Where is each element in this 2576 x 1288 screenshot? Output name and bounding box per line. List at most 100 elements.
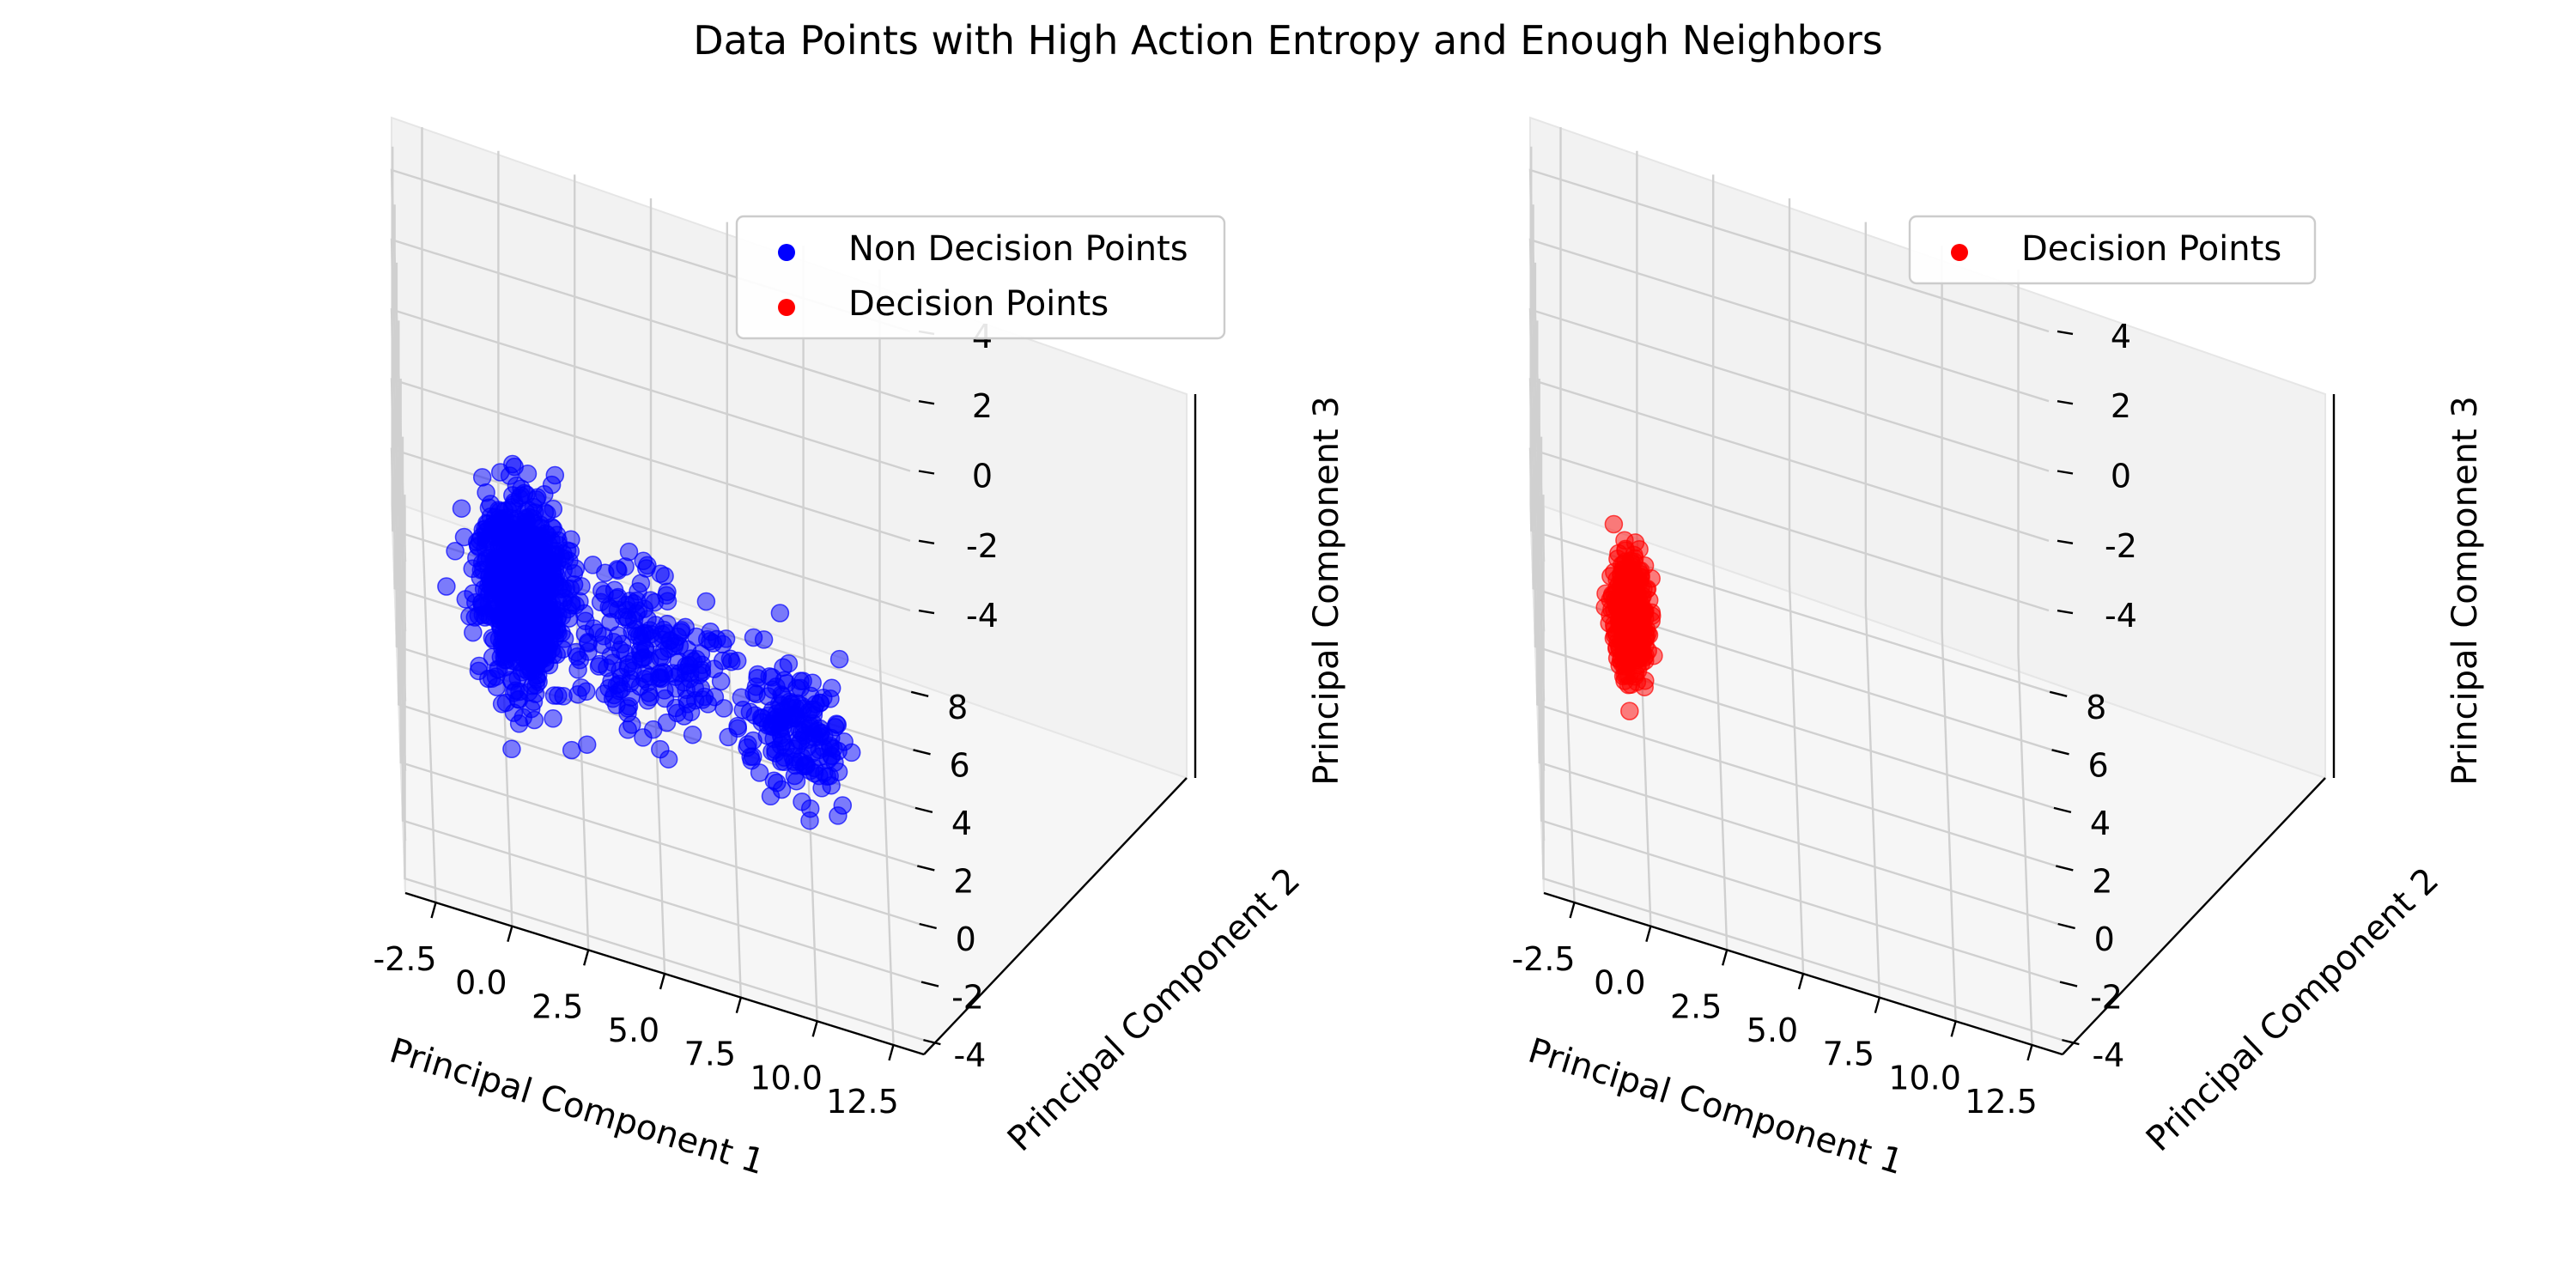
- data-point: [437, 577, 456, 596]
- data-point: [464, 623, 483, 642]
- data-point: [484, 597, 503, 617]
- y-tick-label: 6: [2087, 746, 2108, 784]
- y-tick: [2057, 922, 2075, 930]
- z-gridline: [390, 378, 911, 771]
- x-tick-label: 2.5: [532, 987, 583, 1025]
- x-tick: [811, 1020, 818, 1037]
- legend-frame: [1908, 215, 2317, 285]
- data-point: [1604, 514, 1624, 534]
- axes-panel-2: -2.5 0.0 2.5 5.0 7.5 10.012.5 -4 -2 0 2 4 6 8 -4 -2 0 2 4…: [1511, 116, 2485, 1182]
- legend-label: Non Decision Points: [848, 229, 1188, 269]
- data-point: [747, 684, 766, 704]
- y-axis-line: [2062, 777, 2326, 1055]
- data-point: [504, 630, 523, 650]
- x-tick: [1797, 973, 1805, 990]
- data-point: [460, 607, 479, 626]
- legend-frame: [735, 215, 1226, 340]
- data-point: [754, 630, 774, 649]
- z-tick-label: 4: [2111, 318, 2131, 355]
- data-point: [653, 647, 672, 667]
- data-point: [544, 500, 563, 519]
- data-point: [634, 551, 653, 571]
- y-tick-label: 0: [2094, 920, 2115, 958]
- data-point: [635, 648, 653, 667]
- y-tick-label: 8: [947, 689, 968, 726]
- data-point: [452, 499, 471, 518]
- y-axis-line: [923, 777, 1188, 1055]
- data-point: [778, 710, 798, 729]
- x-tick: [735, 997, 742, 1013]
- data-point: [505, 457, 524, 477]
- data-point: [741, 747, 760, 767]
- data-point: [618, 720, 637, 739]
- data-point: [618, 699, 637, 718]
- legend-marker: [778, 299, 795, 316]
- x-tick: [1722, 950, 1728, 966]
- scatter-points: [1595, 514, 1663, 720]
- data-point: [774, 658, 793, 677]
- y-tick: [920, 981, 939, 987]
- data-point: [578, 633, 598, 652]
- x-tick: [1569, 902, 1576, 919]
- z-tick: [2057, 539, 2074, 544]
- data-point: [519, 641, 538, 661]
- y-tick-label: 0: [956, 920, 976, 958]
- data-point: [677, 640, 697, 659]
- data-point: [683, 725, 702, 744]
- y-tick-label: 4: [951, 805, 972, 842]
- x-tick-label: 12.5: [1965, 1083, 2038, 1121]
- data-point: [631, 574, 651, 592]
- data-point: [492, 536, 512, 555]
- x-tick-label: 7.5: [684, 1036, 736, 1073]
- y-tick-label: -4: [953, 1036, 986, 1074]
- x-tick: [888, 1044, 895, 1061]
- z-tick: [2057, 330, 2074, 336]
- data-point: [544, 709, 562, 728]
- z-axis-label: Principal Component 3: [1307, 396, 1346, 786]
- data-point: [638, 691, 658, 710]
- y-tick: [2053, 806, 2072, 814]
- data-point: [483, 647, 502, 667]
- data-point: [507, 476, 526, 495]
- data-point: [506, 523, 525, 542]
- y-tick: [910, 690, 929, 697]
- data-point: [591, 592, 611, 612]
- data-point: [770, 604, 790, 623]
- data-point: [542, 475, 562, 495]
- y-tick: [914, 806, 933, 814]
- data-point: [570, 592, 589, 611]
- data-point: [486, 667, 506, 686]
- x-tick: [1645, 926, 1652, 943]
- x-tick-label: 0.0: [455, 964, 507, 1002]
- data-point: [758, 716, 778, 735]
- data-point: [577, 735, 597, 754]
- z-tick-label: 2: [972, 387, 993, 425]
- z-gridline: [390, 307, 911, 702]
- z-tick: [2057, 609, 2074, 615]
- axes-panel-1: -2.50.02.55.07.510.012.5-4-202468-4-2024…: [373, 116, 1346, 1182]
- data-point: [695, 687, 714, 707]
- data-point: [667, 703, 687, 723]
- data-point: [619, 542, 639, 562]
- data-point: [772, 780, 792, 799]
- data-point: [771, 736, 791, 755]
- x-tick: [1874, 997, 1880, 1013]
- z-tick-label: -4: [966, 597, 999, 635]
- z-tick-label: 0: [972, 458, 993, 495]
- z-gridline: [1528, 307, 2050, 702]
- data-point: [624, 594, 643, 613]
- data-point: [1611, 612, 1631, 631]
- data-point: [1636, 651, 1655, 671]
- data-point: [793, 671, 812, 690]
- data-point: [829, 649, 849, 669]
- y-tick: [2056, 865, 2074, 872]
- data-point: [601, 612, 620, 632]
- data-point: [676, 662, 696, 682]
- x-tick: [1950, 1020, 1957, 1037]
- data-point: [785, 766, 805, 786]
- data-point: [562, 740, 581, 760]
- data-point: [658, 582, 677, 602]
- z-tick-label: 2: [2111, 387, 2131, 425]
